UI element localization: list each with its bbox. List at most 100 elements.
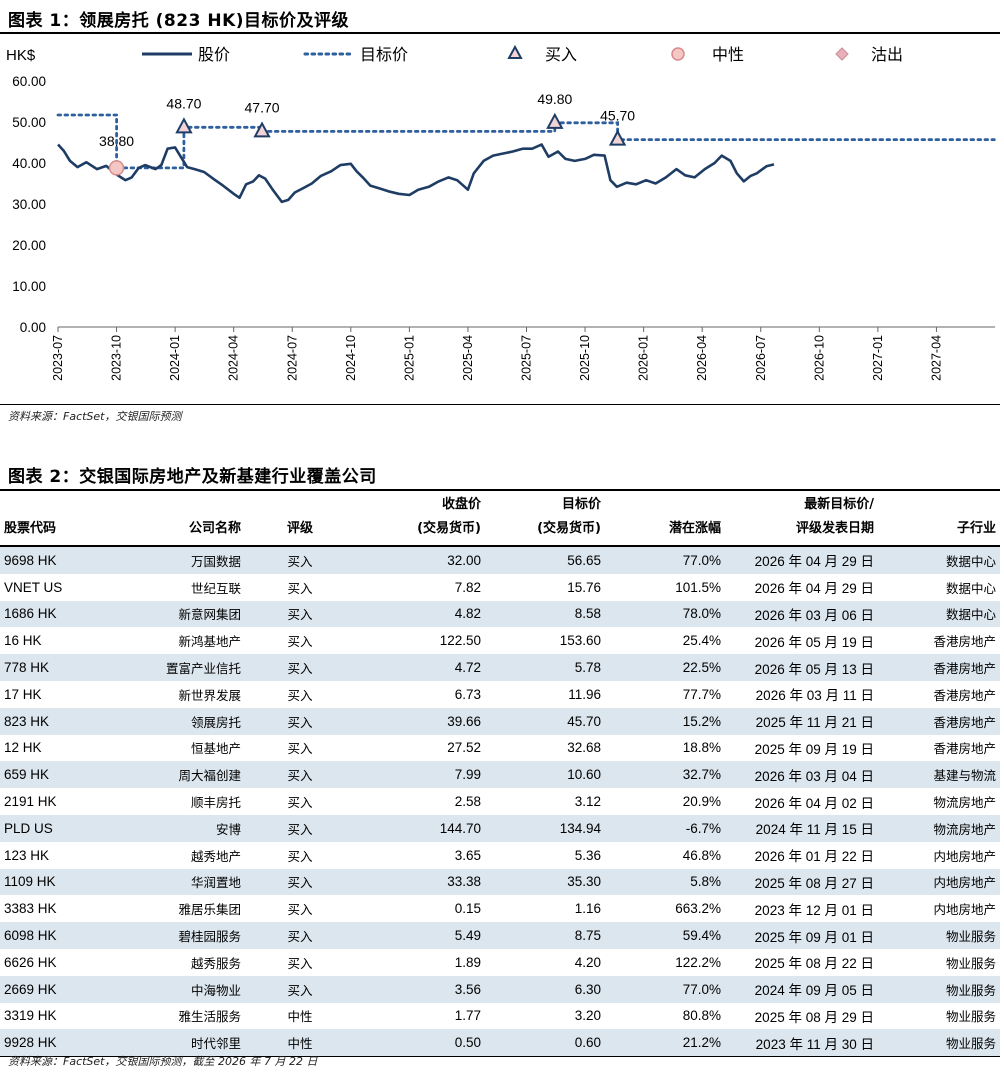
cell-upside: 32.7% [605,761,725,789]
cell-upside: 78.0% [605,600,725,628]
cell-target: 6.30 [485,975,605,1003]
cell-sector: 数据中心 [945,580,996,596]
cell-rating: 买入 [245,868,355,896]
cell-upside: 663.2% [675,901,721,917]
table-header-row: 股票代码 公司名称 评级 收盘价 (交易货币) 目标价 (交易货币) 潜在涨幅 最新… [0,493,1000,547]
col-header-name-text: 公司名称 [188,521,241,536]
legend-target-label: 目标价 [360,46,408,64]
cell-code: PLD US [0,814,100,842]
cell-target: 56.65 [485,546,605,574]
cell-code: 9698 HK [0,546,100,574]
cell-date: 2023 年 12 月 01 日 [754,902,874,918]
target-price-label: 38.80 [99,133,134,149]
x-tick-label: 2023-10 [110,335,124,381]
cell-upside: -6.7% [605,814,725,842]
cell-close: 1.77 [454,1008,481,1024]
cell-date: 2026 年 01 月 22 日 [754,849,874,865]
cell-rating: 买入 [245,707,355,735]
x-tick-label: 2024-01 [168,335,182,381]
cell-close: 0.15 [454,901,481,917]
cell-sector: 香港房地产 [878,654,1000,681]
x-tick-label: 2024-07 [285,335,299,381]
cell-name: 恒基地产 [190,741,241,757]
cell-rating: 买入 [287,741,313,757]
x-tick-label: 2025-07 [520,335,534,381]
price-target-chart: HK$ 0.00 10.00 20.00 30.00 40.00 50.00 60.00 202… [6,44,996,381]
cell-date: 2026 年 03 月 11 日 [755,688,874,704]
figure2-title-rule [0,489,1000,491]
x-tick-label: 2027-04 [929,335,943,381]
cell-close: 3.65 [454,847,481,863]
cell-date: 2026 年 03 月 04 日 [725,761,878,789]
cell-date: 2026 年 05 月 19 日 [754,634,874,650]
x-tick-label: 2026-04 [695,335,709,381]
cell-sector: 物业服务 [945,955,996,971]
cell-sector: 内地房地产 [878,868,1000,896]
target-price-label: 49.80 [537,91,572,107]
figure1-source: 资料来源：FactSet，交银国际预测 [8,410,182,423]
cell-date: 2026 年 05 月 13 日 [725,654,878,681]
cell-close: 7.82 [454,579,481,595]
cell-date: 2026 年 03 月 06 日 [725,600,878,628]
cell-name: 华润置地 [100,868,245,896]
buy-rating-marker [608,129,627,146]
cell-rating: 买入 [245,600,355,628]
cell-name: 雅居乐集团 [178,902,241,918]
cell-upside: 46.8% [682,847,721,863]
y-tick-label: 30.00 [12,197,46,212]
legend-buy-label: 买入 [545,46,577,64]
cell-upside: 77.7% [682,686,721,702]
buy-rating-marker [253,121,271,138]
cell-rating: 买入 [245,546,355,574]
cell-close: 122.50 [439,633,481,649]
cell-rating: 买入 [287,634,313,650]
cell-upside: 101.5% [675,579,721,595]
cell-code: 778 HK [0,654,100,681]
cell-sector: 物流房地产 [878,814,1000,842]
table-row: VNET US 世纪互联 买入 7.82 15.76 101.5% 2026 年 04 月 … [0,574,1000,601]
col-header-upside: 潜在涨幅 [605,493,725,547]
cell-code: 12 HK [4,740,42,756]
cell-close: 0.50 [355,1029,485,1058]
cell-name: 世纪互联 [190,580,241,596]
cell-sector: 香港房地产 [933,634,996,650]
table-row: 2191 HK 顺丰房托 买入 2.58 3.12 20.9% 2026 年 04 月 02… [0,788,1000,815]
y-tick-label: 0.00 [20,320,46,335]
cell-date: 2025 年 08 月 27 日 [725,868,878,896]
cell-upside: 77.0% [605,975,725,1003]
col-header-name: 公司名称 [100,493,245,547]
cell-code: 3383 HK [4,901,57,917]
target-price-label: 47.70 [245,99,280,115]
table-row: 16 HK 新鸿基地产 买入 122.50 153.60 25.4% 2026 年 05 月… [0,627,1000,654]
cell-rating: 买入 [287,795,313,811]
share-price-line [57,143,775,204]
cell-rating: 买入 [287,687,313,703]
cell-code: 1686 HK [0,600,100,628]
cell-upside: 20.9% [682,794,721,810]
y-tick-label: 60.00 [12,74,46,89]
col-header-sector-text: 子行业 [956,521,996,536]
col-header-close-line1: 收盘价 [441,497,481,512]
cell-close: 3.56 [355,975,485,1003]
cell-upside: 21.2% [605,1029,725,1058]
table-row: PLD US 安博 买入 144.70 134.94 -6.7% 2024 年 11 月 1… [0,814,1000,842]
col-header-code: 股票代码 [0,493,100,547]
cell-name: 新鸿基地产 [178,634,241,650]
cell-upside: 80.8% [682,1008,721,1024]
target-price-label: 45.70 [600,108,635,124]
cell-date: 2026 年 04 月 02 日 [754,795,874,811]
cell-sector: 物业服务 [878,975,1000,1003]
legend-sell-label: 沽出 [871,46,903,64]
cell-name: 领展房托 [100,707,245,735]
cell-code: 823 HK [0,707,100,735]
cell-name: 越秀服务 [190,955,241,971]
table-row: 778 HK 置富产业信托 买入 4.72 5.78 22.5% 2026 年 05 月 1… [0,654,1000,681]
cell-upside: 5.8% [605,868,725,896]
table-row: 9928 HK 时代邻里 中性 0.50 0.60 21.2% 2023 年 11 月 30… [0,1029,1000,1058]
cell-target: 5.36 [574,847,601,863]
cell-upside: 77.0% [605,546,725,574]
col-header-rating-text: 评级 [286,521,313,536]
cell-target: 0.60 [485,1029,605,1058]
cell-close: 4.72 [355,654,485,681]
x-tick-label: 2025-01 [402,335,416,381]
